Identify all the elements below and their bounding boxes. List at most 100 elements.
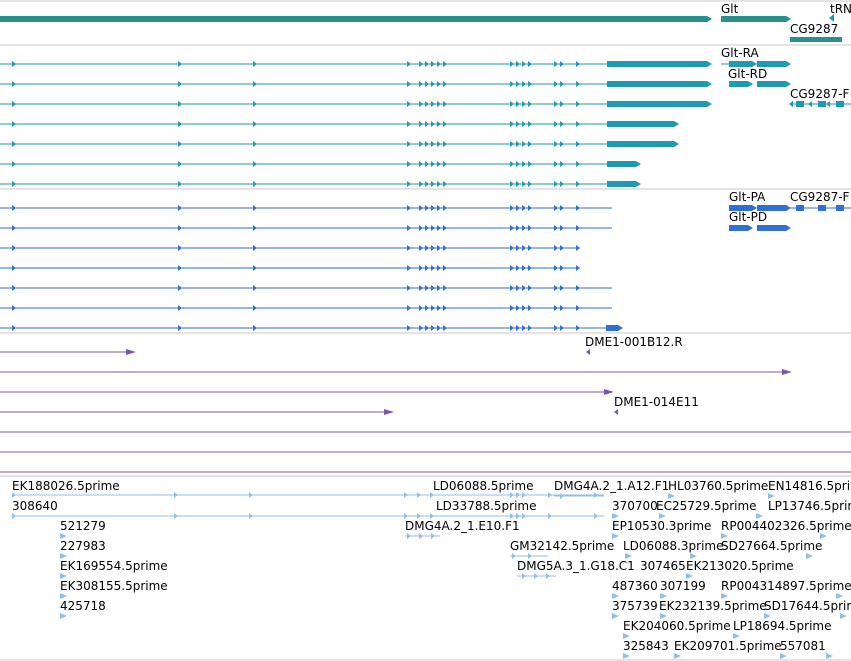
gene-label-trn[interactable]: tRN [830,2,851,16]
strand-arrow [419,61,423,67]
cds-label-glt-pa[interactable]: Glt-PA [729,190,766,204]
strand-arrow [560,121,564,127]
est-label[interactable]: LD06088.5prime [433,479,534,493]
est-arrow [733,633,740,639]
est-label[interactable]: EP10530.3prime [612,519,711,533]
est-label[interactable]: RP004402326.5prime [721,519,851,533]
strand-arrow [443,141,447,147]
est-label[interactable]: EK204060.5prime [623,619,731,633]
strand-arrow [554,101,558,107]
strand-arrow [437,205,441,211]
est-label[interactable]: EK209701.5prime [674,639,782,653]
est-label[interactable]: EK169554.5prime [60,559,168,573]
mrna-utr-block [607,121,674,127]
strand-arrow [178,101,182,107]
est-label[interactable]: SD17644.5prime [764,599,851,613]
strand-arrow [510,265,514,271]
est-arrow [721,533,728,539]
strand-arrow [560,141,564,147]
strand-arrow [522,265,526,271]
est-label[interactable]: SD27664.5prime [721,539,822,553]
cds-label-cg9287[interactable]: CG9287-F [790,190,850,204]
mrna-track[interactable] [0,61,851,187]
est-arrow [756,513,763,519]
est-label[interactable]: EK232139.5prime [659,599,767,613]
strand-arrow [510,121,514,127]
clone-label-001b12[interactable]: DME1-001B12.R [585,335,683,349]
est-label[interactable]: 307465 [640,559,686,573]
gene-track[interactable] [0,14,842,42]
strand-arrow [431,205,435,211]
est-label[interactable]: LP18694.5prime [733,619,832,633]
strand-arrow [178,205,182,211]
mrna-label-cg9287[interactable]: CG9287-F [790,87,850,101]
strand-arrow [443,161,447,167]
est-arrow [668,493,675,499]
est-label[interactable]: 308640 [12,499,58,513]
strand-arrow [431,61,435,67]
est-label[interactable]: EK213020.5prime [686,559,794,573]
est-arrow [826,653,833,659]
est-label[interactable]: DMG5A.3_1.G18.C1 [517,559,635,573]
strand-arrow [253,285,257,291]
strand-arrow [528,265,532,271]
mrna-label-glt-rd[interactable]: Glt-RD [728,67,767,81]
strand-arrow [554,245,558,251]
est-label[interactable]: DMG4A.2_1.A12.F1 [554,479,669,493]
strand-arrow [430,492,434,498]
est-label[interactable]: 557081 [780,639,826,653]
strand-arrow [576,141,580,147]
est-label[interactable]: 227983 [60,539,106,553]
est-label[interactable]: 521279 [60,519,106,533]
strand-arrow [431,265,435,271]
strand-arrow [253,205,257,211]
gene-label-cg9287[interactable]: CG9287 [790,22,838,36]
strand-arrow [510,225,514,231]
est-label[interactable]: EC25729.5prime [656,499,757,513]
gene-label-glt[interactable]: Glt [721,2,739,16]
est-label[interactable]: HL03760.5prime [668,479,768,493]
exon-tip [786,16,791,22]
est-label[interactable]: 370700 [612,499,658,513]
clone-track[interactable] [0,349,851,473]
strand-arrow [443,285,447,291]
strand-arrow [12,61,16,67]
est-label[interactable]: LD33788.5prime [436,499,537,513]
est-label[interactable]: RP004314897.5prime [721,579,851,593]
est-label[interactable]: DMG4A.2_1.E10.F1 [405,519,520,533]
est-label[interactable]: 487360 [612,579,658,593]
strand-arrow [576,81,580,87]
est-label[interactable]: 375739 [612,599,658,613]
mrna-label-glt-ra[interactable]: Glt-RA [721,46,760,60]
strand-arrow [425,121,429,127]
strand-arrow [417,513,421,519]
strand-arrow [178,121,182,127]
strand-arrow [560,225,564,231]
est-label[interactable]: 425718 [60,599,106,613]
est-label[interactable]: 325843 [623,639,669,653]
cds-label-glt-pd[interactable]: Glt-PD [729,210,767,224]
strand-arrow [253,61,257,67]
strand-arrow [404,513,408,519]
est-label[interactable]: EN14816.5prime [768,479,851,493]
est-label[interactable]: GM32142.5prime [510,539,614,553]
strand-arrow [431,325,435,331]
strand-arrow [510,513,514,519]
gene-bar-glt [721,16,786,22]
strand-arrow [249,492,253,498]
est-label[interactable]: EK308155.5prime [60,579,168,593]
strand-arrow [443,265,447,271]
est-track[interactable] [12,492,847,659]
strand-arrow [560,325,564,331]
est-label[interactable]: 307199 [660,579,706,593]
est-label[interactable]: LP13746.5prime [768,499,851,513]
strand-arrow [516,61,520,67]
cds-track[interactable] [0,205,851,331]
est-label[interactable]: EK188026.5prime [12,479,120,493]
est-label[interactable]: LD06088.3prime [623,539,724,553]
strand-arrow [528,121,532,127]
strand-arrow [548,513,552,519]
strand-arrow [554,121,558,127]
clone-label-014e11[interactable]: DME1-014E11 [614,395,699,409]
